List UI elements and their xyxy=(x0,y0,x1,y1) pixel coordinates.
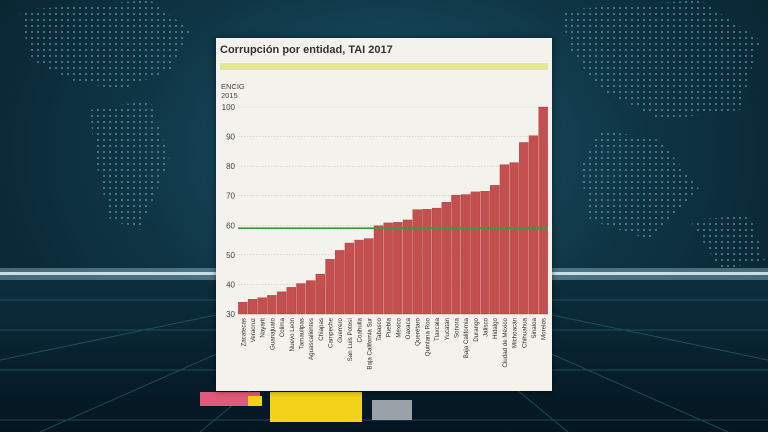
x-tick-label: Campeche xyxy=(328,317,335,347)
bar xyxy=(538,106,548,315)
bar xyxy=(364,238,374,315)
bar xyxy=(344,242,355,315)
x-tick-label: Hidalgo xyxy=(492,317,499,339)
bar xyxy=(490,185,500,315)
x-tick-label: Puebla xyxy=(386,317,393,337)
x-tick-label: Durango xyxy=(473,317,480,341)
chart-title: Corrupción por entidad, TAI 2017 xyxy=(220,44,393,56)
bar xyxy=(470,191,480,315)
y-tick-label: 100 xyxy=(222,103,236,112)
y-axis-label-line-2: 2015 xyxy=(221,91,238,100)
x-tick-label: Baja California Sur xyxy=(366,318,373,370)
x-tick-label: Nayarit xyxy=(260,318,267,338)
x-tick-label: Quintana Roo xyxy=(424,317,431,356)
bar xyxy=(354,239,364,315)
x-tick-label: Chihuahua xyxy=(521,317,528,347)
highlight-band xyxy=(220,63,548,70)
bar-chart: 30 40 50 60 70 80 90 100 Zacatecas Veracruz Nayari… xyxy=(222,103,548,370)
x-tick-label: Coahuila xyxy=(357,317,364,342)
x-tick-label: Nuevo León xyxy=(289,317,296,351)
bar xyxy=(393,222,403,315)
x-tick-label: Tabasco xyxy=(376,317,383,341)
x-tick-label: Aguascalientes xyxy=(308,318,315,360)
y-tick-label: 50 xyxy=(226,251,235,260)
x-tick-label: Guanajuato xyxy=(269,317,276,350)
bar xyxy=(402,219,413,315)
x-tick-label: Jalisco xyxy=(483,317,490,336)
x-tick-label: Baja California xyxy=(463,317,470,358)
y-tick-label: 80 xyxy=(226,162,235,171)
x-tick-label: Zacatecas xyxy=(240,318,247,347)
bar xyxy=(422,209,432,315)
x-tick-label: Chiapas xyxy=(318,318,325,341)
bar xyxy=(499,164,510,315)
bar xyxy=(257,297,267,315)
x-tick-label: Veracruz xyxy=(250,318,257,342)
bar xyxy=(383,222,393,315)
y-tick-label: 70 xyxy=(226,192,235,201)
bar xyxy=(305,280,316,315)
bar xyxy=(296,283,306,315)
bar xyxy=(451,194,461,315)
x-tick-label: Colima xyxy=(279,317,286,337)
x-tick-label: Tlaxcala xyxy=(434,317,441,341)
x-tick-label: Querétaro xyxy=(415,317,422,345)
x-tick-label: Sonora xyxy=(453,317,460,338)
bar xyxy=(276,291,287,315)
bar xyxy=(509,162,519,315)
y-tick-label: 30 xyxy=(226,310,235,319)
x-tick-label: Ciudad de México xyxy=(502,317,509,367)
chart-card: Corrupción por entidad, TAI 2017 ENCIG 2… xyxy=(216,38,552,391)
bar xyxy=(238,301,248,315)
x-tick-label: Oaxaca xyxy=(405,317,412,339)
bar xyxy=(325,259,335,315)
x-tick-label: San Luis Potosí xyxy=(347,318,354,362)
bar xyxy=(412,209,422,315)
y-tick-label: 40 xyxy=(226,280,235,289)
y-axis-label: ENCIG 2015 xyxy=(221,82,245,100)
bar xyxy=(480,191,490,315)
bar xyxy=(335,250,345,315)
x-tick-label: México xyxy=(395,317,402,337)
bar xyxy=(431,207,442,315)
x-tick-label: Michoacán xyxy=(512,317,519,347)
y-tick-label: 90 xyxy=(226,133,235,142)
bar xyxy=(247,299,258,315)
bar xyxy=(460,194,471,315)
x-tick-label: Sinaloa xyxy=(531,317,538,338)
x-tick-label: Tamaulipas xyxy=(298,318,305,349)
y-axis-label-line-1: ENCIG xyxy=(221,82,245,91)
bar xyxy=(528,135,539,315)
x-tick-label: Guerrero xyxy=(337,317,344,342)
bar xyxy=(441,202,451,315)
x-tick-label: Yucatán xyxy=(444,317,451,340)
bar xyxy=(373,225,384,315)
bar xyxy=(267,295,277,315)
x-tick-label: Morelos xyxy=(541,318,548,340)
bar xyxy=(315,273,325,315)
bar xyxy=(286,287,296,315)
y-tick-label: 60 xyxy=(226,221,235,230)
